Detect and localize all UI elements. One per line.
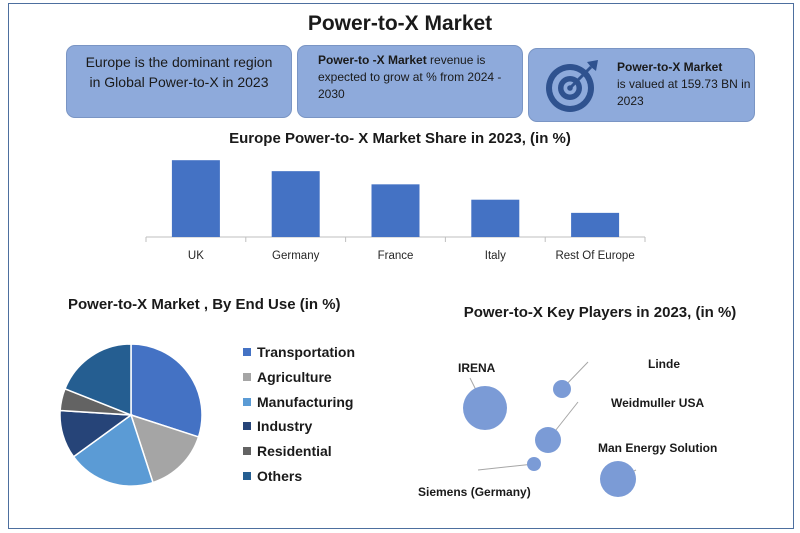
legend-swatch [243,348,251,357]
chart-frame [8,3,794,529]
bar-tick-label: Italy [485,250,506,262]
bubble-label-weidmuller-usa: Weidmuller USA [611,396,705,410]
legend-label: Residential [257,443,332,460]
bubble-label-siemens-germany: Siemens (Germany) [418,485,531,499]
legend-label: Manufacturing [257,393,354,410]
bar-tick-label: France [378,250,414,262]
pie-chart-title: Power-to-X Market , By End Use (in %) [68,296,341,313]
legend-item-agriculture: Agriculture [243,365,355,390]
pie-slice-transportation [130,343,203,438]
bubble-weidmuller-usa [535,427,561,453]
bar-italy [471,199,520,237]
legend-swatch [243,397,251,406]
bar-uk [171,160,220,237]
pie-legend: Transportation Agriculture Manufacturing In… [243,340,355,488]
legend-item-manufacturing: Manufacturing [243,389,355,414]
legend-swatch [243,447,251,456]
legend-item-transportation: Transportation [243,340,355,365]
pie-slice-others [64,343,132,417]
info-box-region: Europe is the dominant region in Global … [66,45,292,118]
bubble-label-linde: Linde [648,357,680,371]
info-box-region-text: Europe is the dominant region in Global … [85,54,273,90]
bar-chart-title: Europe Power-to- X Market Share in 2023,… [229,130,571,147]
legend-item-industry: Industry [243,414,355,439]
info-box-value-text: is valued at 159.73 BN in 2023 [617,77,751,108]
legend-label: Industry [257,418,313,435]
target-icon [546,60,598,112]
bubble-linde [553,380,571,398]
legend-label: Others [257,467,303,484]
bubble-label-man-energy-solution: Man Energy Solution [598,441,718,455]
bar-tick-label: UK [188,250,204,262]
info-box-value-bold: Power-to-X Market [617,60,723,74]
legend-swatch [243,373,251,382]
info-box-growth-bold: Power-to -X Market [318,53,427,67]
bubble-siemens-germany [527,457,541,471]
pie-slice-manufacturing [72,413,154,487]
leader-line [477,463,535,471]
info-box-value: Power-to-X Market is valued at 159.73 BN… [528,48,755,122]
info-box-growth-text: revenue is expected to grow at % from 20… [318,53,502,101]
bubble-man-energy-solution [600,461,636,497]
legend-swatch [243,471,251,480]
legend-swatch [243,422,251,431]
bar-germany [271,171,320,237]
bubble-irena [463,386,507,430]
legend-item-residential: Residential [243,439,355,464]
page-title: Power-to-X Market [307,12,493,35]
bar-tick-label: Rest Of Europe [555,250,634,262]
legend-label: Agriculture [257,369,332,386]
bubble-chart-title: Power-to-X Key Players in 2023, (in %) [463,304,737,321]
bubble-label-irena: IRENA [458,361,496,375]
info-box-growth: Power-to -X Market revenue is expected t… [297,45,523,118]
bar-rest-of-europe [571,212,620,237]
bar-tick-label: Germany [272,250,320,262]
bar-france [371,184,420,237]
legend-label: Transportation [257,344,356,361]
legend-item-others: Others [243,463,355,488]
